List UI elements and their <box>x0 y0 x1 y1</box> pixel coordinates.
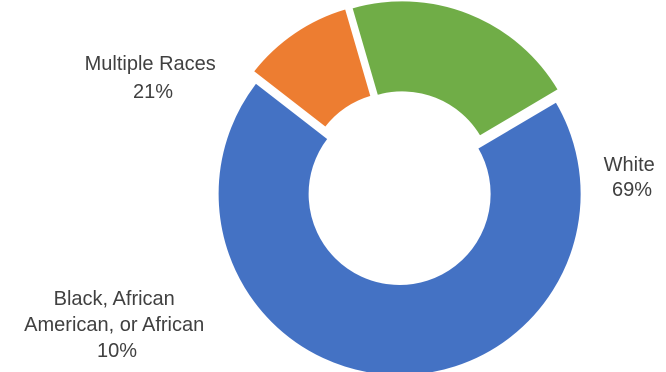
slice-white <box>216 81 583 372</box>
slice-label-multiple-races: Multiple Races 21% <box>85 53 222 103</box>
slice-label-black-african-american: Black, African American, or African 10% <box>24 288 210 362</box>
slice-label-white: White 69% <box>604 154 661 201</box>
slice-black-african-american <box>251 7 373 130</box>
donut-slices <box>216 0 583 372</box>
slice-multiple-races <box>350 0 561 138</box>
